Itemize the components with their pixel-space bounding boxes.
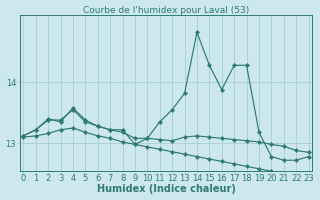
Title: Courbe de l'humidex pour Laval (53): Courbe de l'humidex pour Laval (53) (83, 6, 249, 15)
X-axis label: Humidex (Indice chaleur): Humidex (Indice chaleur) (97, 184, 236, 194)
